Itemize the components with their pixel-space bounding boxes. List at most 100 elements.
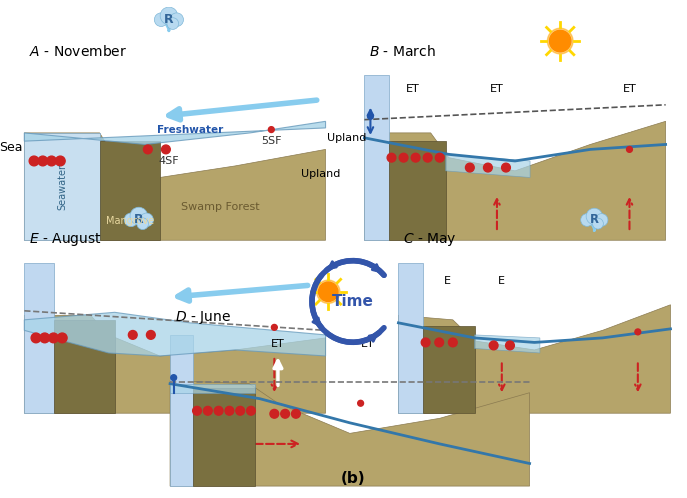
Circle shape — [281, 409, 289, 418]
Circle shape — [160, 7, 178, 24]
Circle shape — [317, 280, 340, 303]
Circle shape — [171, 374, 177, 380]
Text: R: R — [164, 13, 174, 26]
Circle shape — [225, 406, 234, 415]
Circle shape — [236, 406, 245, 415]
Circle shape — [435, 338, 444, 347]
Text: Seawater: Seawater — [57, 164, 67, 210]
Polygon shape — [24, 315, 326, 413]
Text: R: R — [590, 214, 599, 227]
Circle shape — [270, 409, 279, 418]
Circle shape — [146, 331, 155, 339]
Polygon shape — [398, 305, 671, 413]
Circle shape — [40, 333, 49, 343]
Circle shape — [139, 213, 153, 227]
Circle shape — [47, 156, 56, 166]
Text: Time: Time — [332, 294, 374, 309]
Bar — [54, 320, 115, 413]
Circle shape — [29, 156, 39, 166]
Circle shape — [548, 28, 573, 54]
Text: ET: ET — [271, 339, 285, 349]
Polygon shape — [24, 133, 326, 240]
Text: $\it{A}$ - November: $\it{A}$ - November — [29, 44, 128, 59]
Circle shape — [291, 409, 300, 418]
Circle shape — [586, 208, 602, 225]
Circle shape — [137, 218, 148, 230]
Circle shape — [170, 13, 183, 26]
Circle shape — [319, 282, 338, 301]
Circle shape — [423, 153, 432, 162]
Polygon shape — [398, 262, 423, 413]
Circle shape — [128, 331, 137, 339]
Circle shape — [421, 338, 430, 347]
Circle shape — [56, 156, 65, 166]
Circle shape — [31, 333, 41, 343]
Circle shape — [399, 153, 408, 162]
Text: ET: ET — [406, 84, 420, 94]
Circle shape — [489, 341, 498, 350]
Polygon shape — [24, 122, 326, 144]
Text: Freshwater: Freshwater — [157, 124, 223, 134]
Text: $\it{D}$ - June: $\it{D}$ - June — [175, 309, 231, 326]
Polygon shape — [364, 122, 666, 240]
Circle shape — [38, 156, 47, 166]
Circle shape — [466, 163, 474, 172]
Circle shape — [130, 207, 148, 225]
Text: ET: ET — [361, 339, 374, 349]
Text: R: R — [134, 213, 144, 227]
Circle shape — [155, 13, 168, 26]
Text: (b): (b) — [341, 471, 365, 486]
Circle shape — [269, 126, 274, 132]
Polygon shape — [364, 75, 389, 240]
Circle shape — [627, 146, 633, 152]
Polygon shape — [446, 154, 530, 177]
Circle shape — [436, 153, 444, 162]
Circle shape — [49, 333, 58, 343]
Polygon shape — [170, 336, 194, 486]
Polygon shape — [24, 133, 100, 240]
Circle shape — [506, 341, 515, 350]
Circle shape — [124, 213, 138, 227]
Text: Upland: Upland — [301, 169, 340, 179]
Polygon shape — [24, 262, 54, 413]
Polygon shape — [24, 312, 326, 356]
Bar — [100, 141, 160, 240]
Text: E: E — [444, 276, 451, 286]
Circle shape — [595, 214, 608, 226]
Circle shape — [550, 30, 571, 52]
Text: Swamp Forest: Swamp Forest — [181, 202, 260, 212]
Circle shape — [592, 218, 603, 229]
Text: 5SF: 5SF — [261, 136, 282, 146]
Polygon shape — [170, 380, 530, 486]
Circle shape — [203, 406, 212, 415]
Circle shape — [161, 145, 170, 154]
Circle shape — [635, 329, 641, 335]
Circle shape — [167, 18, 179, 29]
Bar — [389, 141, 446, 240]
Circle shape — [247, 406, 256, 415]
Circle shape — [271, 325, 278, 330]
Circle shape — [58, 333, 67, 343]
Text: Mangrove: Mangrove — [106, 216, 154, 226]
Text: Upland: Upland — [328, 133, 367, 143]
Text: E: E — [498, 276, 506, 286]
Text: $\it{B}$ - March: $\it{B}$ - March — [370, 44, 436, 59]
Circle shape — [214, 406, 223, 415]
Text: ET: ET — [622, 84, 636, 94]
Circle shape — [387, 153, 396, 162]
Circle shape — [368, 114, 373, 120]
Circle shape — [192, 406, 201, 415]
Polygon shape — [170, 383, 255, 393]
Bar — [194, 388, 255, 486]
Circle shape — [144, 145, 153, 154]
Text: 4SF: 4SF — [159, 156, 179, 166]
Circle shape — [581, 214, 594, 226]
Text: Sea: Sea — [0, 141, 23, 154]
Circle shape — [412, 153, 420, 162]
Text: $\it{C}$ - May: $\it{C}$ - May — [403, 231, 457, 248]
Text: ET: ET — [490, 84, 504, 94]
Bar — [423, 326, 475, 413]
Circle shape — [484, 163, 493, 172]
Circle shape — [502, 163, 510, 172]
Text: $\it{E}$ - August: $\it{E}$ - August — [29, 231, 102, 248]
